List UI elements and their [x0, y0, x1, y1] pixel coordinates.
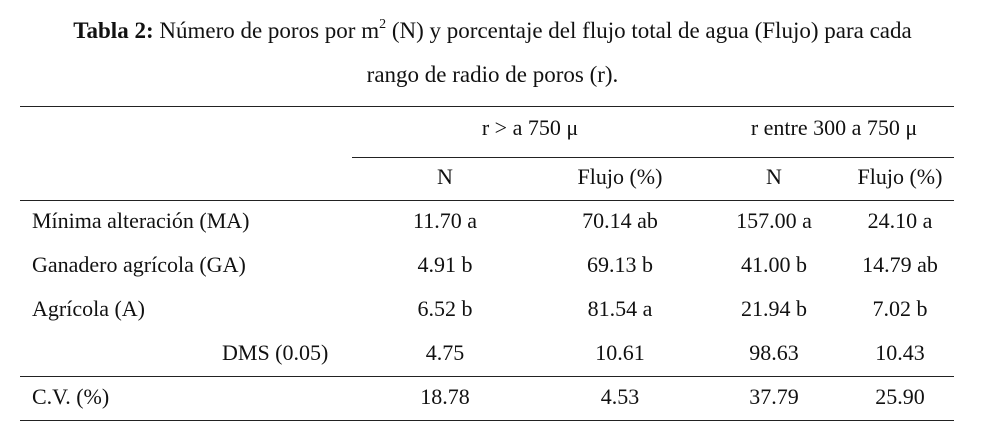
- cell-cv-n2: 37.79: [749, 384, 799, 409]
- cell-a-f1: 81.54 a: [587, 296, 653, 321]
- cell-dms-f1: 10.61: [595, 340, 645, 365]
- cv-rule: [20, 376, 954, 377]
- col-header-n1: N: [437, 164, 453, 189]
- row-label-a: Agrícola (A): [32, 296, 146, 321]
- cell-ma-f1: 70.14 ab: [582, 208, 658, 233]
- cell-dms-f2: 10.43: [875, 340, 925, 365]
- cell-ma-n2: 157.00 a: [736, 208, 812, 233]
- bottom-rule: [20, 420, 954, 421]
- col-header-flujo2: Flujo (%): [857, 164, 943, 189]
- cell-ga-n1: 4.91 b: [417, 252, 473, 277]
- row-label-ma: Mínima alteración (MA): [32, 208, 250, 233]
- header-rule: [20, 200, 954, 201]
- group-header-r-over-750: r > a 750 μ: [481, 115, 579, 140]
- cell-a-n1: 6.52 b: [417, 296, 473, 321]
- cell-ga-f1: 69.13 b: [587, 252, 653, 277]
- caption-label: Tabla 2:: [73, 18, 154, 43]
- cell-dms-n2: 98.63: [749, 340, 799, 365]
- cell-a-f2: 7.02 b: [872, 296, 928, 321]
- caption-superscript: 2: [379, 17, 387, 32]
- group-rule: [352, 157, 954, 158]
- table-caption: Tabla 2: Número de poros por m2 (N) y po…: [0, 18, 985, 44]
- row-label-ga: Ganadero agrícola (GA): [32, 252, 246, 277]
- cell-cv-f2: 25.90: [875, 384, 925, 409]
- cell-ma-f2: 24.10 a: [867, 208, 933, 233]
- cell-ga-n2: 41.00 b: [741, 252, 807, 277]
- cell-ga-f2: 14.79 ab: [862, 252, 938, 277]
- cell-dms-n1: 4.75: [425, 340, 465, 365]
- col-header-n2: N: [766, 164, 782, 189]
- cell-ma-n1: 11.70 a: [413, 208, 477, 233]
- group-header-r-300-750: r entre 300 a 750 μ: [750, 115, 918, 140]
- row-label-cv: C.V. (%): [32, 384, 110, 409]
- table-caption-line2: rango de radio de poros (r).: [366, 62, 619, 87]
- row-label-dms: DMS (0.05): [222, 340, 329, 365]
- cell-cv-f1: 4.53: [600, 384, 640, 409]
- top-rule: [20, 106, 954, 107]
- caption-text-continued: (N) y porcentaje del flujo total de agua…: [386, 18, 912, 43]
- caption-text: Número de poros por m: [159, 18, 380, 43]
- cell-cv-n1: 18.78: [420, 384, 470, 409]
- col-header-flujo1: Flujo (%): [577, 164, 663, 189]
- cell-a-n2: 21.94 b: [741, 296, 807, 321]
